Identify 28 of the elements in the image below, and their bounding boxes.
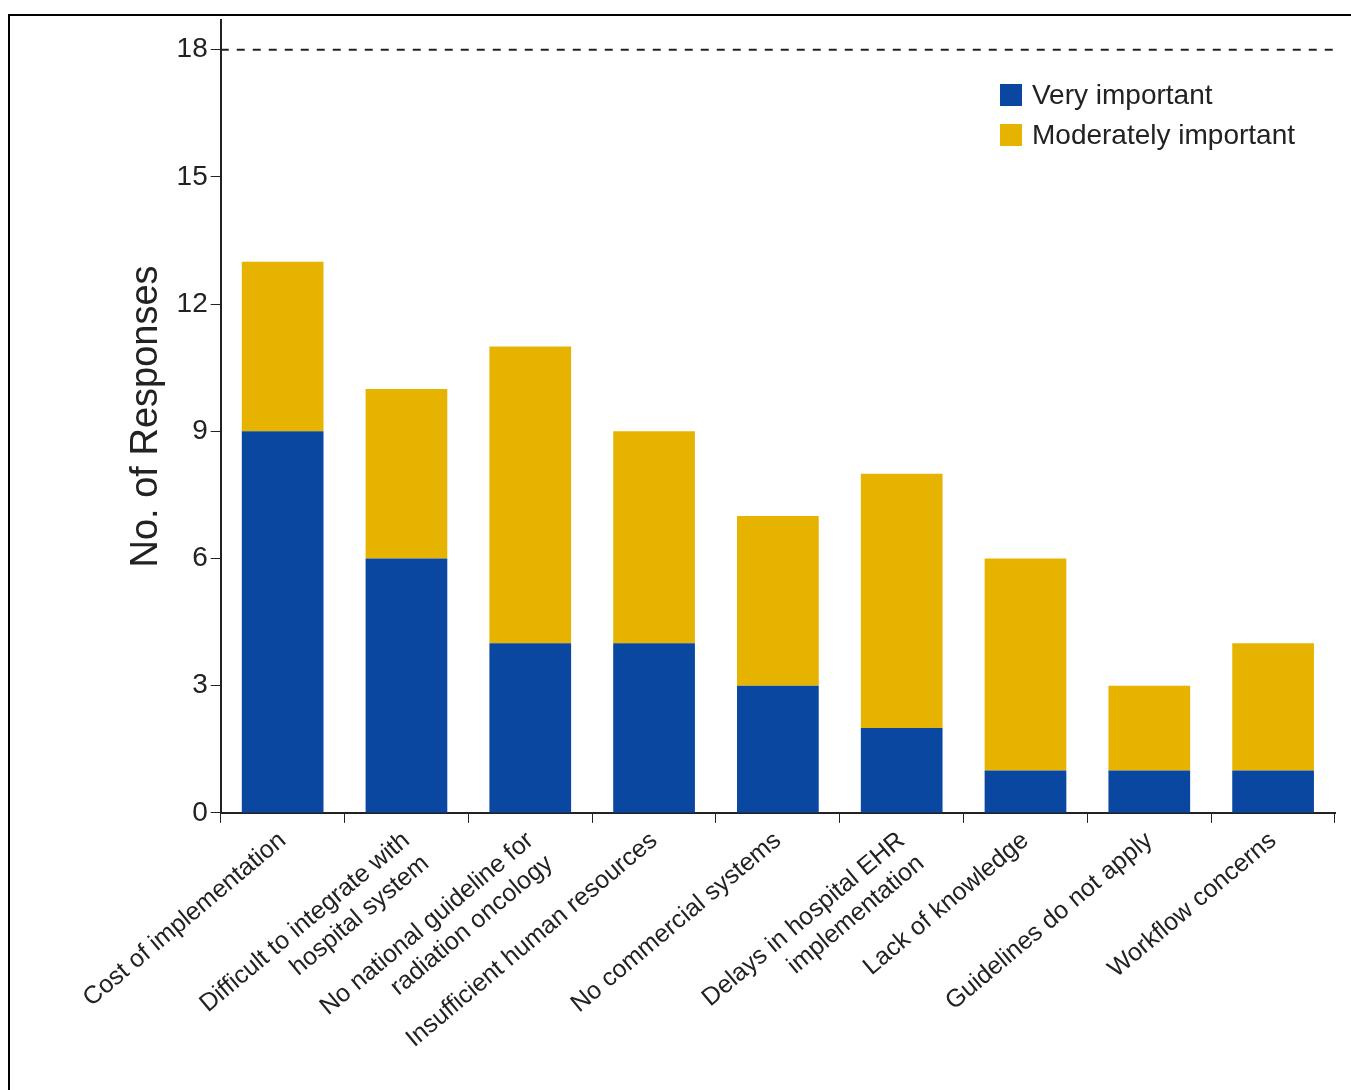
bar — [1108, 685, 1191, 771]
bar — [365, 558, 448, 813]
y-tick-label: 12 — [176, 286, 208, 318]
y-tick-label: 0 — [192, 795, 208, 827]
bar — [737, 685, 819, 813]
bar — [860, 473, 943, 729]
bar — [984, 770, 1067, 813]
y-tick-label: 9 — [192, 414, 208, 445]
bar — [984, 558, 1067, 771]
legend-label: Very important — [1031, 78, 1214, 112]
bar — [241, 261, 324, 432]
bar — [489, 346, 572, 644]
bar — [1108, 770, 1191, 813]
bar — [365, 388, 448, 559]
bar — [860, 728, 943, 813]
bar — [1232, 770, 1314, 813]
y-axis-title: No. of Responses — [123, 265, 166, 568]
bar — [613, 643, 695, 813]
bar — [241, 431, 324, 813]
bar — [737, 516, 819, 686]
bar — [1232, 643, 1314, 771]
y-tick-label: 18 — [176, 32, 208, 64]
y-tick-label: 3 — [192, 668, 208, 700]
y-tick-label: 15 — [176, 159, 208, 191]
y-tick-label: 6 — [192, 541, 208, 573]
bar — [489, 643, 572, 813]
legend-label: Moderately important — [1031, 118, 1295, 152]
bar — [613, 431, 695, 644]
